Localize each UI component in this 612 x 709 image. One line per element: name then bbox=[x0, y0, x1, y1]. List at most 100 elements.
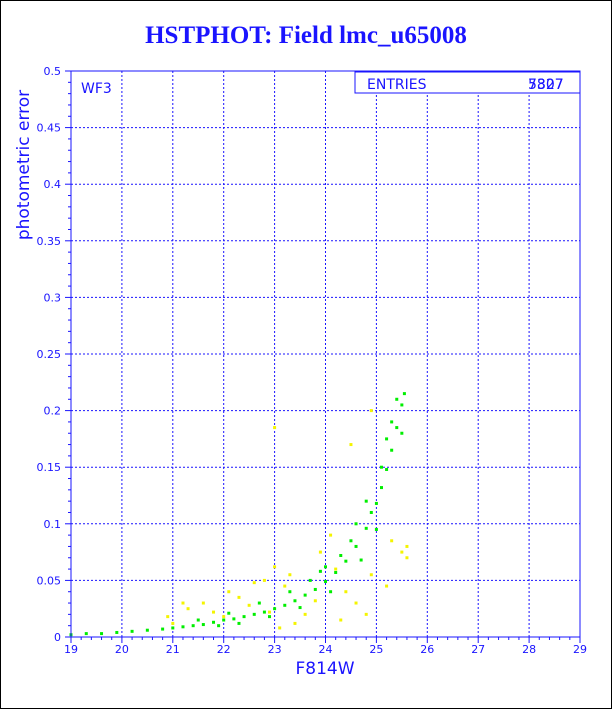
scatter-point bbox=[171, 626, 175, 630]
stats-box-value-2: 5327 bbox=[528, 77, 564, 93]
scatter-point bbox=[166, 615, 170, 619]
scatter-point bbox=[288, 573, 292, 577]
y-tick-label: 0.4 bbox=[44, 178, 62, 191]
scatter-point bbox=[349, 443, 353, 447]
scatter-point bbox=[313, 599, 317, 603]
scatter-point bbox=[273, 426, 277, 430]
scatter-point bbox=[186, 607, 190, 611]
x-tick-label: 21 bbox=[166, 643, 180, 656]
scatter-point bbox=[374, 527, 378, 531]
scatter-point bbox=[400, 431, 404, 435]
scatter-point bbox=[191, 624, 195, 628]
scatter-point bbox=[318, 550, 322, 554]
scatter-point bbox=[237, 621, 241, 625]
scatter-point bbox=[339, 553, 343, 557]
scatter-point bbox=[171, 621, 175, 625]
scatter-point bbox=[369, 409, 373, 413]
scatter-point bbox=[283, 603, 287, 607]
stats-box-label: ENTRIES bbox=[367, 77, 427, 93]
scatter-point bbox=[288, 590, 292, 594]
scatter-point bbox=[303, 593, 307, 597]
scatter-point bbox=[390, 420, 394, 424]
panel-label: WF3 bbox=[81, 81, 112, 97]
scatter-point bbox=[201, 601, 205, 605]
scatter-point bbox=[334, 567, 338, 571]
y-tick-label: 0.2 bbox=[44, 405, 62, 418]
scatter-point bbox=[252, 581, 256, 585]
scatter-point bbox=[354, 522, 358, 526]
y-tick-label: 0 bbox=[54, 631, 61, 644]
scatter-point bbox=[374, 501, 378, 505]
scatter-point bbox=[262, 610, 266, 614]
y-axis-label: photometric error bbox=[14, 90, 34, 240]
scatter-point bbox=[324, 580, 327, 584]
scatter-point bbox=[232, 617, 236, 621]
stats-box-value-1: 7807 bbox=[528, 77, 564, 93]
scatter-point bbox=[268, 610, 272, 614]
scatter-point bbox=[402, 392, 406, 396]
x-tick-label: 19 bbox=[64, 643, 78, 656]
x-tick-label: 29 bbox=[573, 643, 587, 656]
scatter-point bbox=[262, 578, 266, 582]
y-tick-label: 0.15 bbox=[37, 461, 62, 474]
y-tick-label: 0.45 bbox=[37, 122, 62, 135]
scatter-point bbox=[390, 539, 394, 543]
scatter-point bbox=[395, 426, 399, 430]
scatter-point bbox=[212, 620, 216, 624]
scatter-point bbox=[400, 550, 404, 554]
scatter-point bbox=[257, 601, 261, 605]
data-points bbox=[69, 392, 409, 637]
scatter-point bbox=[145, 628, 149, 632]
scatter-point bbox=[400, 403, 404, 407]
scatter-point bbox=[237, 595, 241, 599]
scatter-point bbox=[405, 556, 409, 560]
scatter-point bbox=[268, 615, 272, 619]
scatter-point bbox=[222, 615, 226, 619]
scatter-point bbox=[273, 607, 277, 611]
scatter-point bbox=[293, 621, 297, 625]
scatter-point bbox=[385, 467, 389, 471]
scatter-point bbox=[339, 618, 343, 622]
scatter-point bbox=[318, 569, 322, 573]
scatter-point bbox=[364, 499, 368, 503]
scatter-point bbox=[242, 615, 246, 619]
y-tick-label: 0.25 bbox=[37, 348, 62, 361]
x-tick-label: 20 bbox=[115, 643, 129, 656]
scatter-point bbox=[329, 533, 333, 537]
scatter-point bbox=[324, 565, 327, 569]
x-tick-label: 26 bbox=[420, 643, 434, 656]
scatter-point bbox=[369, 573, 373, 577]
scatter-point bbox=[196, 618, 200, 622]
scatter-point bbox=[212, 610, 216, 614]
scatter-point bbox=[298, 606, 302, 610]
scatter-point bbox=[278, 626, 282, 630]
y-tick-label: 0.5 bbox=[44, 65, 62, 78]
x-axis-label: F814W bbox=[295, 659, 354, 679]
scatter-point bbox=[293, 599, 297, 603]
x-tick-label: 25 bbox=[369, 643, 383, 656]
scatter-point bbox=[385, 437, 389, 441]
axis-ticks: 19 20 21 22 23 24 25 26 27 28 29 0 0.05 0.1 0.15 0.2 0.2… bbox=[37, 65, 588, 656]
scatter-point bbox=[222, 618, 226, 622]
scatter-point bbox=[217, 624, 221, 628]
y-tick-label: 0.3 bbox=[44, 291, 62, 304]
y-tick-label: 0.35 bbox=[37, 235, 62, 248]
scatter-point bbox=[161, 627, 165, 631]
scatter-point bbox=[201, 623, 205, 627]
scatter-point bbox=[379, 486, 383, 490]
scatter-point bbox=[303, 612, 307, 616]
scatter-point bbox=[395, 397, 399, 401]
scatter-point bbox=[354, 544, 358, 548]
scatter-point bbox=[405, 544, 409, 548]
scatter-point bbox=[273, 565, 277, 569]
stats-box bbox=[354, 71, 581, 94]
scatter-point bbox=[379, 465, 383, 469]
x-tick-label: 24 bbox=[319, 643, 333, 656]
scatter-point bbox=[349, 539, 353, 543]
scatter-point bbox=[227, 611, 231, 615]
scatter-point bbox=[344, 590, 348, 594]
scatter-point bbox=[329, 590, 333, 594]
scatter-point bbox=[283, 584, 287, 588]
scatter-point bbox=[359, 558, 363, 562]
